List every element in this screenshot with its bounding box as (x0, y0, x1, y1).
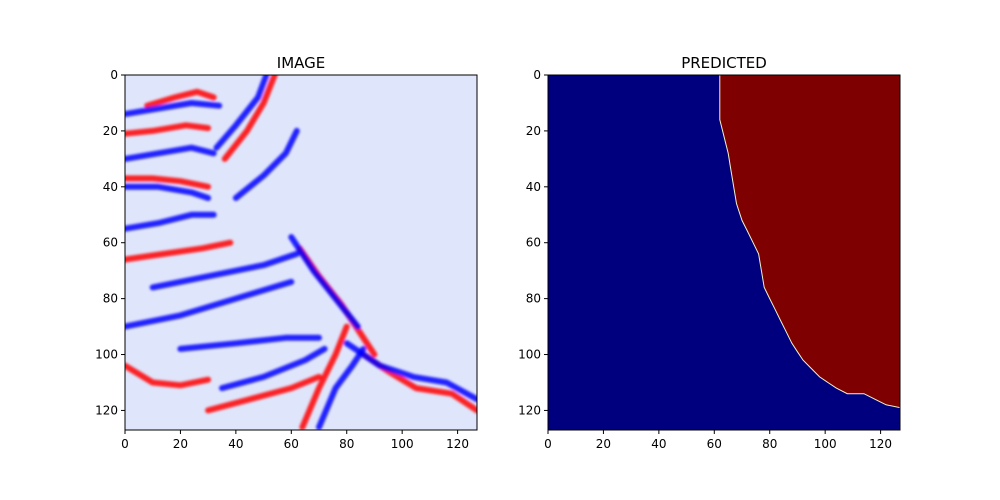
chart-title: PREDICTED (681, 54, 767, 72)
x-tick-label: 20 (173, 437, 188, 451)
y-tick-label: 120 (95, 403, 118, 417)
plot-frame (547, 74, 901, 431)
reflector-negative (343, 340, 477, 403)
reflector-negative (125, 100, 223, 118)
x-tick-label: 120 (446, 437, 469, 451)
y-tick-label: 60 (103, 236, 118, 250)
x-tick-label: 120 (869, 437, 892, 451)
predicted-panel: PREDICTED 0 20 40 60 80 100 120 0 20 40 60 80 100 12… (518, 54, 901, 451)
x-tick-label: 80 (762, 437, 777, 451)
y-tick-label: 0 (533, 68, 541, 82)
image-heatmap (125, 75, 477, 430)
y-tick-label: 80 (103, 292, 118, 306)
y-tick-label: 80 (526, 292, 541, 306)
reflector-negative (149, 250, 300, 291)
x-axis: 0 20 40 60 80 100 120 (544, 430, 892, 451)
image-panel: IMAGE 0 20 40 60 80 100 120 0 20 40 60 80 100 120 (95, 54, 478, 451)
chart-title: IMAGE (277, 54, 325, 72)
x-tick-label: 60 (284, 437, 299, 451)
reflector-positive (221, 75, 278, 162)
x-tick-label: 40 (228, 437, 243, 451)
x-tick-label: 0 (544, 437, 552, 451)
reflector-positive (205, 373, 322, 414)
reflector-group (125, 75, 477, 430)
class-boundary (719, 75, 900, 409)
plot-frame (124, 74, 478, 431)
y-tick-label: 100 (95, 348, 118, 362)
reflector-negative (125, 211, 217, 232)
y-tick-label: 100 (518, 348, 541, 362)
reflector-positive (125, 362, 212, 389)
x-tick-label: 0 (121, 437, 129, 451)
x-tick-label: 100 (814, 437, 837, 451)
reflector-negative (316, 345, 367, 430)
y-tick-label: 20 (103, 124, 118, 138)
predicted-heatmap (548, 75, 900, 430)
y-tick-label: 40 (103, 180, 118, 194)
reflector-negative (219, 345, 328, 392)
y-axis: 0 20 40 60 80 100 120 (95, 68, 125, 417)
class-1-region (719, 75, 900, 430)
reflector-negative (125, 278, 295, 330)
reflector-positive (299, 323, 350, 430)
x-tick-label: 100 (391, 437, 414, 451)
reflector-negative (213, 75, 270, 151)
reflector-positive (125, 122, 212, 137)
x-tick-label: 60 (707, 437, 722, 451)
y-tick-label: 20 (526, 124, 541, 138)
y-tick-label: 60 (526, 236, 541, 250)
y-tick-label: 0 (110, 68, 118, 82)
y-tick-label: 120 (518, 403, 541, 417)
reflector-negative (125, 144, 217, 162)
y-axis: 0 20 40 60 80 100 120 (518, 68, 548, 417)
reflector-negative (177, 334, 322, 352)
reflector-positive (125, 239, 234, 263)
y-tick-label: 40 (526, 180, 541, 194)
reflector-positive (125, 175, 212, 190)
x-tick-label: 80 (339, 437, 354, 451)
reflector-negative (232, 127, 300, 201)
reflector-negative (125, 183, 212, 201)
reflector-positive (144, 88, 217, 109)
reflector-negative (288, 234, 361, 330)
x-tick-label: 40 (651, 437, 666, 451)
x-tick-label: 20 (596, 437, 611, 451)
x-axis: 0 20 40 60 80 100 120 (121, 430, 469, 451)
